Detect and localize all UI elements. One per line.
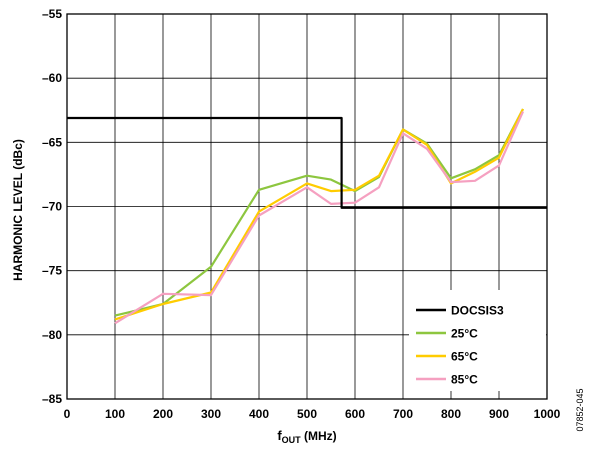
y-tick-label: –80	[42, 328, 62, 342]
x-axis-label: fOUT (MHz)	[277, 428, 336, 445]
series-lines	[67, 108, 547, 325]
legend-label-85c: 85°C	[451, 373, 478, 387]
x-tick-labels: 0 100 200 300 400 500 600 700 800 900 1000	[64, 407, 561, 421]
legend-label-25c: 25°C	[451, 327, 478, 341]
series-line-docsis3	[67, 116, 547, 209]
y-tick-labels: –55 –60 –65 –70 –75 –80 –85	[42, 7, 62, 406]
legend-box	[409, 290, 546, 391]
x-tick-label: 800	[441, 407, 461, 421]
figure-id: 07852-045	[575, 388, 585, 431]
x-axis-label-main: f	[277, 428, 282, 443]
y-tick-label: –65	[42, 135, 62, 149]
legend-label-65c: 65°C	[451, 350, 478, 364]
x-tick-label: 300	[201, 407, 221, 421]
plot-frame	[66, 13, 548, 400]
x-tick-label: 600	[345, 407, 365, 421]
y-tick-label: –55	[42, 7, 62, 21]
y-tick-label: –75	[42, 264, 62, 278]
y-tick-label: –85	[42, 392, 62, 406]
legend: DOCSIS3 25°C 65°C 85°C	[409, 290, 546, 391]
x-tick-label: 100	[105, 407, 125, 421]
y-axis-label: HARMONIC LEVEL (dBc)	[11, 139, 25, 281]
x-tick-label: 500	[297, 407, 317, 421]
legend-label-docsis3: DOCSIS3	[451, 304, 504, 318]
series-line-85c	[114, 111, 525, 325]
x-tick-label: 700	[393, 407, 413, 421]
x-axis-label-subscript: OUT	[282, 435, 302, 445]
x-tick-label: 400	[249, 407, 269, 421]
x-tick-label: 0	[64, 407, 71, 421]
series-line-25c	[114, 108, 524, 317]
x-tick-label: 900	[489, 407, 509, 421]
x-axis-label-unit: (MHz)	[301, 429, 337, 443]
y-tick-label: –60	[42, 71, 62, 85]
y-tick-label: –70	[42, 200, 62, 214]
x-tick-label: 200	[153, 407, 173, 421]
x-tick-label: 1000	[534, 407, 561, 421]
series-line-65c	[114, 108, 524, 321]
